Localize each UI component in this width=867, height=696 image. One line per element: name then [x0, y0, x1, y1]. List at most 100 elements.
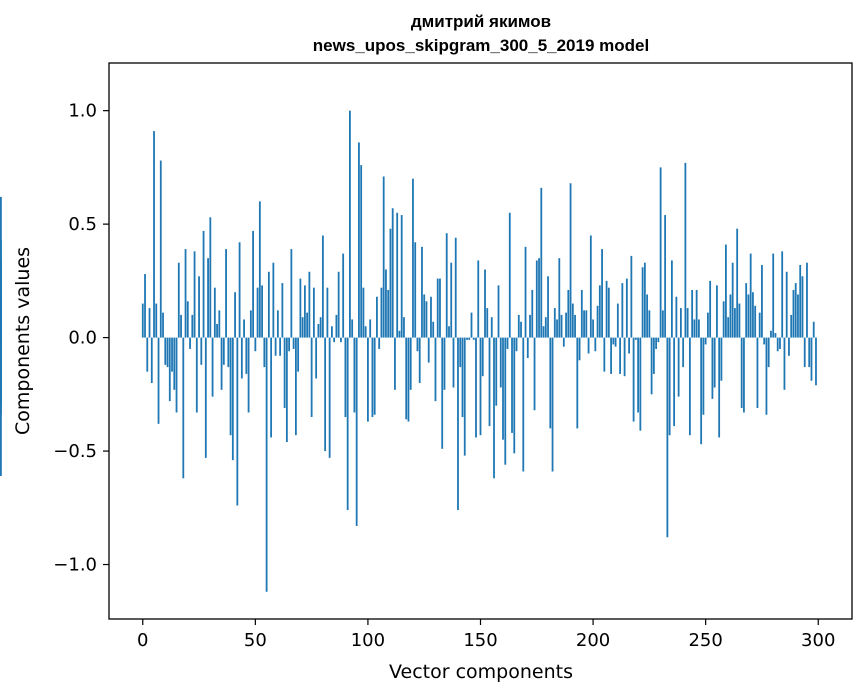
bar — [614, 337, 617, 347]
bar — [695, 289, 698, 338]
bar — [267, 271, 270, 338]
bar — [583, 310, 585, 338]
bar — [749, 253, 752, 338]
bar — [249, 310, 252, 338]
bar — [790, 314, 793, 338]
bar — [585, 310, 588, 338]
plot-frame — [108, 62, 853, 620]
bar — [270, 337, 273, 438]
bar — [155, 303, 158, 338]
bar — [258, 201, 261, 338]
bar — [675, 296, 678, 338]
bar — [243, 319, 245, 338]
bar — [391, 208, 394, 338]
bar — [803, 337, 806, 368]
bar — [497, 285, 500, 338]
bar — [180, 314, 182, 338]
bar — [720, 337, 723, 381]
bar — [182, 337, 185, 479]
bar — [367, 337, 369, 422]
bar — [486, 308, 489, 338]
bar — [743, 337, 745, 413]
bar — [801, 276, 804, 338]
y-tick-label: 1.0 — [68, 101, 97, 122]
x-axis-label: Vector components — [389, 661, 573, 683]
bar — [412, 178, 414, 338]
bar — [425, 301, 428, 338]
y-tick-label: −1.0 — [53, 555, 97, 576]
bar — [529, 314, 531, 338]
bar — [797, 294, 799, 338]
y-tick-label: 0.0 — [68, 328, 97, 349]
y-tick-label: −0.5 — [53, 441, 97, 462]
bar — [594, 337, 597, 352]
bar — [542, 326, 545, 338]
bar — [533, 337, 536, 411]
bar — [632, 337, 635, 422]
bar — [164, 337, 167, 365]
bar — [171, 337, 173, 372]
bar — [454, 237, 457, 338]
bar — [713, 337, 716, 388]
bar — [450, 262, 453, 338]
bar — [231, 337, 234, 461]
bar — [276, 310, 279, 338]
bar — [279, 337, 282, 356]
bar — [562, 337, 565, 347]
bar — [770, 330, 772, 338]
chart-subtitle: news_upos_skipgram_300_5_2019 model — [313, 36, 649, 55]
bar — [515, 337, 518, 352]
bar — [738, 303, 741, 338]
bar — [549, 337, 552, 429]
bar — [200, 337, 203, 365]
bar — [781, 251, 784, 338]
bar — [461, 337, 464, 418]
x-tick-label: 50 — [244, 630, 267, 651]
bar — [344, 337, 347, 418]
bar — [351, 319, 354, 338]
bar — [634, 337, 637, 340]
bar — [691, 289, 694, 338]
bar — [308, 271, 311, 338]
bar — [353, 337, 356, 413]
bar — [745, 283, 748, 338]
bar — [463, 337, 466, 456]
bar — [380, 287, 383, 338]
bar — [481, 337, 484, 377]
bar — [418, 337, 421, 383]
bar — [193, 251, 196, 338]
bar — [0, 337, 2, 415]
bar — [360, 165, 363, 338]
bar — [252, 230, 254, 338]
bar — [443, 337, 446, 390]
bar — [774, 333, 777, 338]
bar — [394, 337, 396, 390]
bar — [358, 142, 360, 338]
y-axis-label: Components values — [12, 247, 34, 435]
bar — [466, 337, 468, 340]
bar — [668, 337, 671, 436]
bar — [364, 326, 367, 338]
bar — [702, 337, 705, 415]
bar — [815, 337, 817, 386]
bar — [281, 283, 284, 338]
bar — [398, 330, 401, 338]
bar — [166, 337, 169, 368]
bar — [785, 271, 788, 338]
bar — [263, 337, 266, 368]
bar — [319, 317, 322, 338]
bar — [175, 337, 178, 413]
bar — [362, 287, 365, 338]
bar — [297, 337, 300, 372]
bar — [261, 285, 263, 338]
bar — [812, 321, 815, 338]
bar — [198, 276, 200, 338]
bar — [396, 212, 399, 338]
bar — [292, 337, 295, 349]
bar — [571, 303, 574, 338]
bar — [274, 337, 277, 356]
bars-group — [0, 110, 817, 592]
bar — [544, 317, 547, 338]
bar — [670, 260, 673, 338]
bar — [371, 337, 374, 418]
